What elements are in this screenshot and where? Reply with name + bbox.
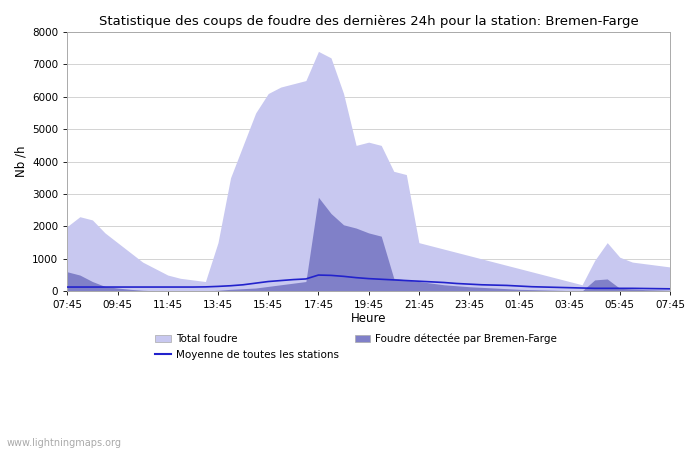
X-axis label: Heure: Heure (351, 312, 386, 325)
Y-axis label: Nb /h: Nb /h (15, 146, 28, 177)
Text: www.lightningmaps.org: www.lightningmaps.org (7, 438, 122, 448)
Legend: Total foudre, Moyenne de toutes les stations, Foudre détectée par Bremen-Farge: Total foudre, Moyenne de toutes les stat… (151, 330, 561, 364)
Title: Statistique des coups de foudre des dernières 24h pour la station: Bremen-Farge: Statistique des coups de foudre des dern… (99, 15, 638, 28)
